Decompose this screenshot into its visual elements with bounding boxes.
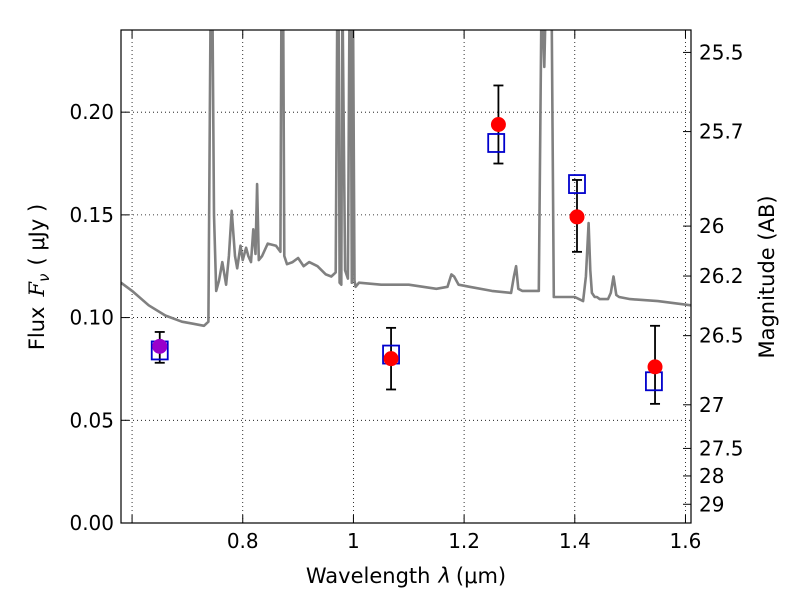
x-axis-label-text: Wavelength — [306, 564, 431, 588]
observed-point — [383, 351, 399, 367]
y-axis-label-text: Flux — [25, 307, 49, 351]
axis-ticks: 0.8 1 1.2 1.4 1.6 0.00 0.05 0.10 0.15 0.20 25.5 25.… — [69, 30, 744, 553]
x-axis-label-symbol: λ — [437, 564, 450, 588]
y-tick-label: 0.20 — [69, 100, 114, 124]
y-axis-label-symbol: F — [25, 281, 49, 298]
model-photometry-square — [568, 174, 586, 194]
y2-tick-label: 29 — [699, 492, 724, 516]
x-tick-label: 1.4 — [559, 529, 591, 553]
observed-point — [490, 116, 506, 132]
observed-point — [569, 209, 585, 225]
model-photometry-square — [487, 133, 506, 153]
x-tick-label: 1.6 — [670, 529, 702, 553]
grid — [121, 30, 691, 523]
x-tick-label: 1 — [347, 529, 360, 553]
x-axis-label: Wavelength λ (μm) — [306, 564, 506, 588]
y2-axis-label: Magnitude (AB) — [755, 195, 779, 358]
plot-background — [121, 30, 691, 523]
y-tick-label: 0.15 — [69, 203, 114, 227]
model-spectrum-line — [121, 30, 691, 328]
y-axis-label-subscript: ν — [35, 274, 53, 282]
x-tick-label: 0.8 — [227, 529, 259, 553]
y-tick-label: 0.00 — [69, 511, 114, 535]
data-points — [150, 116, 663, 392]
highlight-point — [152, 338, 168, 354]
y2-tick-label: 27 — [699, 393, 724, 417]
x-axis-label-unit: (μm) — [456, 564, 506, 588]
y2-tick-label: 27.5 — [699, 436, 744, 460]
y-tick-label: 0.05 — [69, 408, 114, 432]
model-spectrum — [121, 30, 691, 328]
y2-tick-label: 26.2 — [699, 264, 744, 288]
y-axis-label: Flux Fν ( μJy ) — [25, 204, 53, 350]
y2-tick-label: 26.5 — [699, 324, 744, 348]
y-tick-label: 0.10 — [69, 306, 114, 330]
y2-tick-label: 25.5 — [699, 40, 744, 64]
y2-tick-label: 26 — [699, 214, 724, 238]
y2-tick-label: 28 — [699, 464, 724, 488]
y2-tick-label: 25.7 — [699, 120, 744, 144]
observed-point — [647, 359, 663, 375]
x-tick-label: 1.2 — [448, 529, 480, 553]
y-axis-label-unit: ( μJy ) — [25, 204, 49, 266]
